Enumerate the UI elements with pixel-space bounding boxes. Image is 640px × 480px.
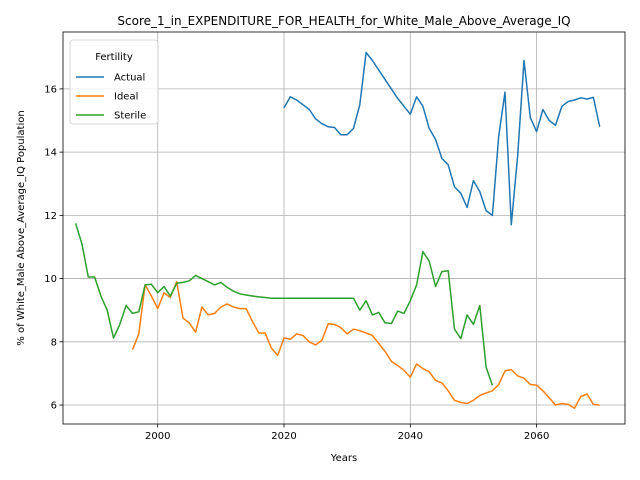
x-axis-label: Years [330, 453, 357, 464]
legend-label-actual: Actual [114, 73, 145, 84]
legend-entries: Actual Ideal Sterile [76, 73, 146, 122]
grid [63, 32, 625, 424]
legend-label-ideal: Ideal [114, 92, 138, 103]
series-line-actual [283, 51, 601, 226]
x-tick-label: 2000 [145, 431, 170, 442]
y-tick-label: 12 [44, 211, 57, 222]
series-lines [74, 51, 601, 409]
y-tick-label: 10 [44, 274, 57, 285]
axes-frame [62, 31, 626, 425]
x-tick-label: 2040 [398, 431, 423, 442]
y-axis-label: % of White_Male Above_Average_IQ Populat… [16, 110, 27, 345]
chart-title: Score_1_in_EXPENDITURE_FOR_HEALTH_for_Wh… [117, 14, 570, 28]
legend-title: Fertility [95, 52, 133, 63]
series-line-ideal [131, 280, 600, 409]
x-tick-label: 2060 [524, 431, 549, 442]
y-tick-label: 8 [51, 337, 57, 348]
series-line-sterile [74, 223, 494, 386]
legend-label-sterile: Sterile [114, 111, 146, 122]
legend: Fertility Actual Ideal Sterile [69, 39, 159, 125]
y-tick-label: 16 [44, 84, 57, 95]
x-tick-label: 2020 [271, 431, 296, 442]
y-tick-label: 6 [51, 401, 57, 412]
axis-ticks: 2000 2020 2040 2060 6 8 10 12 14 16 [44, 84, 549, 442]
legend-box [69, 39, 159, 125]
y-tick-label: 14 [44, 148, 57, 159]
